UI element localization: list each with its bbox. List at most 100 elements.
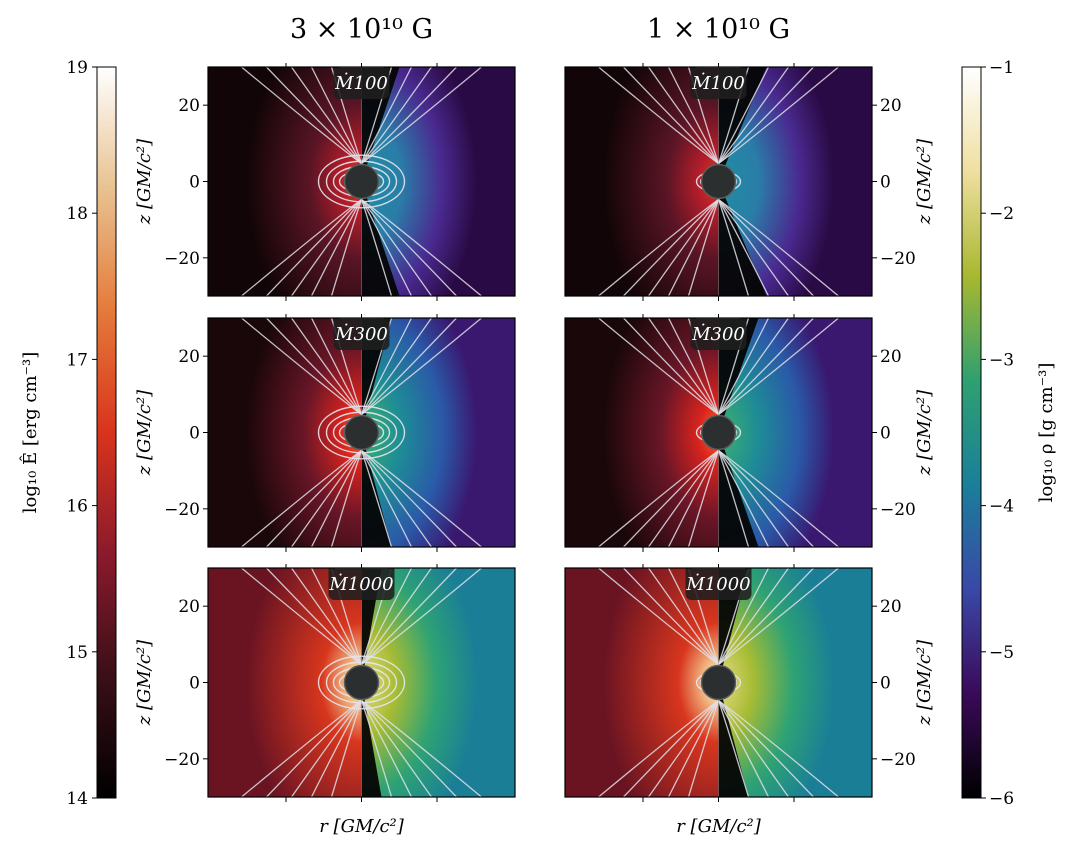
field-line — [360, 700, 433, 797]
field-line — [717, 199, 770, 296]
field-line — [290, 199, 363, 296]
panel-2-1: Ṁ300 — [208, 318, 515, 547]
field-line — [330, 700, 363, 797]
field-line — [647, 568, 720, 665]
field-line — [310, 318, 363, 415]
field-line — [718, 699, 839, 797]
polar-funnel — [718, 318, 759, 547]
panel-3-1: Ṁ1000 — [208, 568, 515, 797]
polar-funnel — [718, 568, 749, 797]
field-line — [598, 449, 719, 547]
panel-3-2: Ṁ1000 — [565, 568, 872, 797]
y-tick-label: 20 — [880, 597, 902, 617]
field-line — [718, 199, 814, 296]
y-axis-label: z [GM/c²] — [914, 389, 935, 476]
field-line — [290, 450, 363, 547]
left-colorbar-tick: 16 — [66, 497, 88, 517]
field-line — [290, 318, 363, 415]
mdot-badge — [690, 67, 747, 99]
field-line — [310, 67, 363, 164]
mdot-label: Ṁ1000 — [685, 572, 750, 595]
field-line — [598, 568, 719, 666]
mdot-badge — [333, 67, 390, 99]
energy-density-field — [565, 67, 719, 296]
field-line — [598, 198, 719, 296]
mass-density-field — [361, 67, 515, 296]
energy-density-field — [208, 318, 362, 547]
field-line — [360, 199, 433, 296]
field-line — [310, 199, 363, 296]
field-line — [361, 699, 482, 797]
field-line — [717, 700, 770, 797]
field-line — [718, 568, 839, 666]
field-line — [360, 318, 433, 415]
field-line — [360, 67, 413, 164]
field-line — [687, 199, 720, 296]
field-line — [717, 450, 790, 547]
mdot-label: Ṁ100 — [691, 71, 745, 94]
field-line — [717, 450, 750, 547]
field-line — [310, 450, 363, 547]
field-line — [647, 67, 720, 164]
field-line — [361, 67, 482, 165]
field-line — [241, 449, 362, 547]
y-tick-label: 0 — [880, 173, 891, 193]
field-line — [717, 199, 790, 296]
right-colorbar-tick: −6 — [989, 789, 1014, 809]
field-line — [717, 450, 770, 547]
field-line — [717, 318, 790, 415]
panel-2-2: Ṁ300 — [565, 318, 872, 547]
right-colorbar — [961, 66, 982, 799]
field-line — [241, 198, 362, 296]
field-line — [623, 450, 719, 547]
field-line — [647, 318, 720, 415]
field-line — [667, 67, 720, 164]
field-line — [241, 318, 362, 416]
y-tick-label: −20 — [164, 750, 200, 770]
field-line — [361, 198, 482, 296]
field-line — [718, 318, 839, 416]
y-tick-label: −20 — [880, 750, 916, 770]
field-line — [290, 700, 363, 797]
neutron-star — [700, 664, 737, 701]
field-line — [667, 568, 720, 665]
polar-funnel — [361, 318, 392, 547]
field-line — [360, 450, 413, 547]
panel-1-2: Ṁ100 — [565, 67, 872, 296]
field-line — [241, 67, 362, 165]
field-line — [718, 67, 814, 164]
right-colorbar-tick: −3 — [989, 350, 1014, 370]
right-colorbar-tick: −2 — [989, 204, 1014, 224]
neutron-star — [700, 163, 737, 200]
field-line — [647, 199, 720, 296]
field-line — [667, 199, 720, 296]
y-tick-label: 20 — [880, 96, 902, 116]
energy-density-field — [208, 568, 362, 797]
energy-density-field — [208, 67, 362, 296]
field-line — [717, 199, 750, 296]
field-line — [360, 568, 413, 665]
field-line — [687, 450, 720, 547]
y-tick-label: 20 — [178, 96, 200, 116]
field-line — [647, 700, 720, 797]
right-colorbar-tick: −5 — [989, 643, 1014, 663]
field-line — [718, 318, 814, 415]
field-line — [360, 700, 393, 797]
left-colorbar-tick: 15 — [66, 643, 88, 663]
field-line — [360, 568, 433, 665]
field-line — [623, 700, 719, 797]
field-line — [360, 67, 433, 164]
column-title-1: 3 × 10¹⁰ G — [290, 14, 433, 45]
mass-density-field — [361, 318, 515, 547]
polar-funnel — [361, 568, 382, 797]
field-line — [290, 67, 363, 164]
y-tick-label: −20 — [164, 500, 200, 520]
neutron-star — [343, 414, 380, 451]
field-line — [360, 700, 413, 797]
field-line — [310, 700, 363, 797]
field-line — [667, 700, 720, 797]
left-colorbar-tick: 17 — [66, 350, 88, 370]
field-line — [623, 568, 719, 665]
field-line — [717, 67, 770, 164]
